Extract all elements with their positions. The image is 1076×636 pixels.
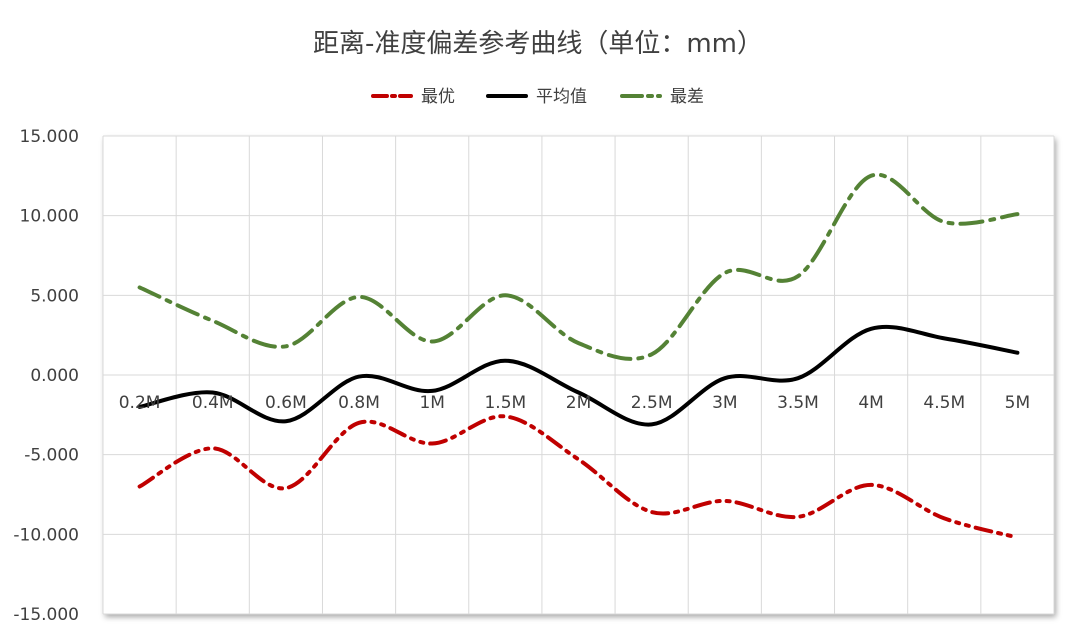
series-line-最优: [137, 414, 1020, 540]
x-axis-ticks: 0.2M 0.4M 0.6M 0.8M 1M 1.5M 2M 2.5M 3M 3.5M 4M 4.5M…: [119, 393, 1030, 413]
y-axis-ticks: 15.000 10.000 5.000 0.000 -5.000 -10.000 -15.0…: [13, 127, 79, 625]
x-tick-label: 3.5M: [777, 393, 819, 413]
x-tick-label: 0.2M: [119, 393, 161, 413]
y-tick-label: 10.000: [20, 207, 79, 227]
x-tick-label: 1.5M: [484, 393, 526, 413]
series-line-最差: [137, 172, 1020, 361]
y-tick-label: -5.000: [24, 446, 79, 466]
chart-title: 距离-准度偏差参考曲线（单位：mm）: [313, 29, 763, 59]
x-tick-label: 0.4M: [192, 393, 234, 413]
series-line-平均值: [137, 324, 1020, 427]
x-tick-label: 0.6M: [265, 393, 307, 413]
legend-label-最差: 最差: [670, 87, 704, 107]
y-tick-label: -10.000: [13, 525, 79, 545]
y-tick-label: 5.000: [30, 286, 79, 306]
gridlines: [102, 135, 1055, 615]
x-tick-label: 3M: [712, 393, 737, 413]
legend-label-最优: 最优: [421, 87, 455, 107]
x-tick-label: 4M: [858, 393, 883, 413]
series-lines: [137, 172, 1020, 540]
y-tick-label: 0.000: [30, 366, 79, 386]
y-tick-label: -15.000: [13, 605, 79, 625]
x-tick-label: 4.5M: [923, 393, 965, 413]
legend-label-平均值: 平均值: [536, 87, 587, 107]
x-tick-label: 2.5M: [631, 393, 673, 413]
y-tick-label: 15.000: [20, 127, 79, 147]
x-tick-label: 2M: [566, 393, 591, 413]
x-tick-label: 5M: [1005, 393, 1030, 413]
x-tick-label: 1M: [419, 393, 444, 413]
x-tick-label: 0.8M: [338, 393, 380, 413]
legend: 最优 平均值 最差: [371, 87, 704, 107]
